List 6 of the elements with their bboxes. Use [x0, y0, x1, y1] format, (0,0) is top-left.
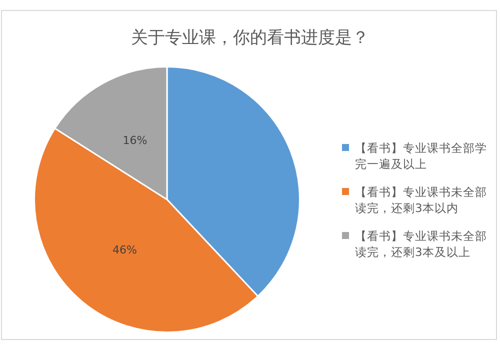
legend-label: 【看书】专业课书全部学完一遍及以上 — [355, 141, 487, 171]
data-label: 46% — [112, 244, 137, 256]
legend-label: 【看书】专业课书未全部读完，还剩3本及以上 — [355, 229, 487, 259]
legend-label: 【看书】专业课书未全部读完，还剩3本以内 — [355, 185, 487, 215]
chart-title: 关于专业课，你的看书进度是？ — [130, 27, 370, 49]
data-label: 16% — [122, 134, 148, 148]
